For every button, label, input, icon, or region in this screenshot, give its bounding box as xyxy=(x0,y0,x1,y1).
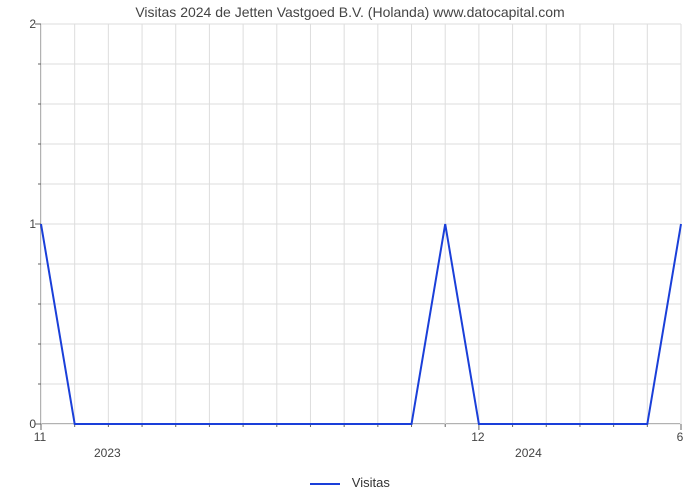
y-tick-label: 1 xyxy=(22,217,36,231)
legend-label-visitas: Visitas xyxy=(352,475,390,490)
chart-title: Visitas 2024 de Jetten Vastgoed B.V. (Ho… xyxy=(0,4,700,20)
y-tick-label: 2 xyxy=(22,17,36,31)
x-tick-label: 12 xyxy=(471,430,484,444)
plot-area xyxy=(40,24,680,424)
x-tick-label: 11 xyxy=(34,430,46,444)
legend-swatch-visitas xyxy=(310,483,340,485)
x-tick-label: 6 xyxy=(677,430,684,444)
x-year-label: 2024 xyxy=(515,446,542,460)
gridlines xyxy=(41,24,681,424)
y-tick-label: 0 xyxy=(22,417,36,431)
x-year-label: 2023 xyxy=(94,446,121,460)
chart-container: Visitas 2024 de Jetten Vastgoed B.V. (Ho… xyxy=(0,0,700,500)
legend: Visitas xyxy=(0,475,700,490)
chart-svg xyxy=(41,24,681,424)
tick-marks xyxy=(35,24,681,430)
series-line-visitas xyxy=(41,224,681,424)
